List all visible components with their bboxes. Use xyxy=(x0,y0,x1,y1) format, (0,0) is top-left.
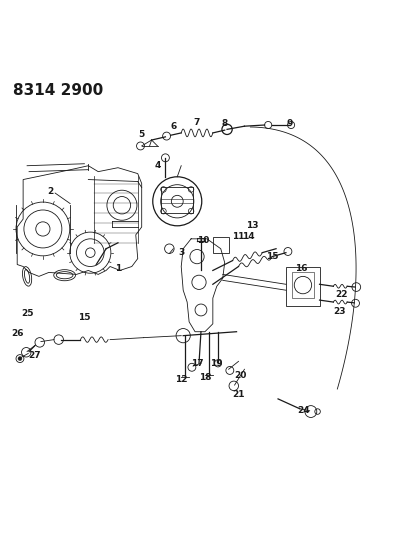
Text: 27: 27 xyxy=(29,351,41,360)
Text: 23: 23 xyxy=(333,308,345,317)
Text: 3: 3 xyxy=(178,248,184,257)
Text: 11: 11 xyxy=(232,232,245,241)
Text: 4: 4 xyxy=(154,161,161,170)
Text: 20: 20 xyxy=(234,370,247,379)
Text: 2: 2 xyxy=(48,187,54,196)
Text: 15: 15 xyxy=(266,252,278,261)
Text: 22: 22 xyxy=(335,289,347,298)
Circle shape xyxy=(18,357,22,360)
Text: 9: 9 xyxy=(287,119,293,128)
Text: 19: 19 xyxy=(211,359,223,368)
Text: 17: 17 xyxy=(191,359,203,368)
Text: 12: 12 xyxy=(175,375,187,384)
Text: 10: 10 xyxy=(197,236,209,245)
Text: 21: 21 xyxy=(232,391,245,399)
Text: 26: 26 xyxy=(11,329,23,338)
Text: 7: 7 xyxy=(194,118,200,127)
Text: 24: 24 xyxy=(297,406,310,415)
Text: 1: 1 xyxy=(115,264,121,273)
Text: 15: 15 xyxy=(78,313,91,322)
Text: 13: 13 xyxy=(246,221,259,230)
Text: 14: 14 xyxy=(242,232,255,241)
Text: 25: 25 xyxy=(21,310,33,318)
Text: 8: 8 xyxy=(222,119,228,128)
Text: 8314 2900: 8314 2900 xyxy=(13,83,103,98)
Text: 6: 6 xyxy=(170,122,176,131)
Text: 16: 16 xyxy=(295,264,308,273)
Text: 18: 18 xyxy=(199,373,211,382)
Text: 5: 5 xyxy=(139,130,145,139)
